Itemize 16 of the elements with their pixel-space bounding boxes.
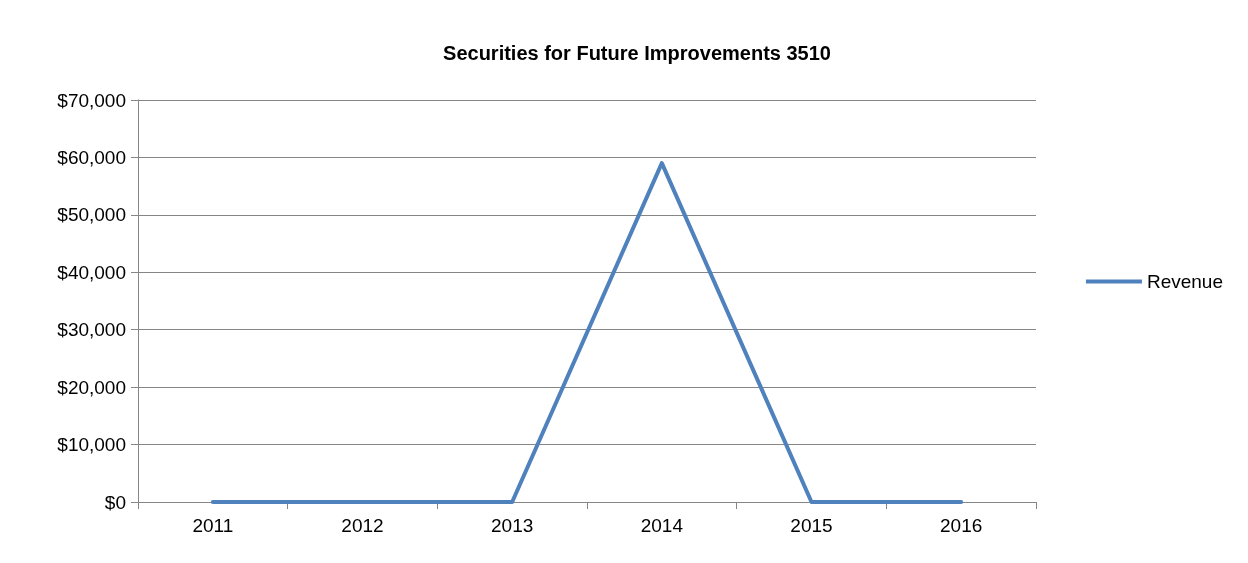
x-tick-label: 2016 bbox=[940, 515, 983, 536]
y-tick-label: $60,000 bbox=[57, 146, 126, 168]
y-tick-label: $30,000 bbox=[57, 319, 126, 341]
legend-label: Revenue bbox=[1146, 271, 1224, 292]
y-tick-label: $70,000 bbox=[57, 89, 126, 111]
y-tick-label: $40,000 bbox=[57, 261, 126, 283]
x-tick-label: 2012 bbox=[341, 515, 384, 536]
y-tick-label: $50,000 bbox=[57, 204, 126, 226]
x-tick-label: 2013 bbox=[491, 515, 534, 536]
x-tick-label: 2015 bbox=[790, 515, 833, 536]
x-tick-label: 2011 bbox=[192, 515, 234, 536]
chart-title: Securities for Future Improvements 3510 bbox=[443, 42, 831, 64]
x-tick-label: 2014 bbox=[640, 515, 684, 536]
y-tick-label: $0 bbox=[104, 491, 126, 513]
y-tick-label: $20,000 bbox=[57, 376, 126, 398]
y-tick-label: $10,000 bbox=[57, 434, 126, 456]
